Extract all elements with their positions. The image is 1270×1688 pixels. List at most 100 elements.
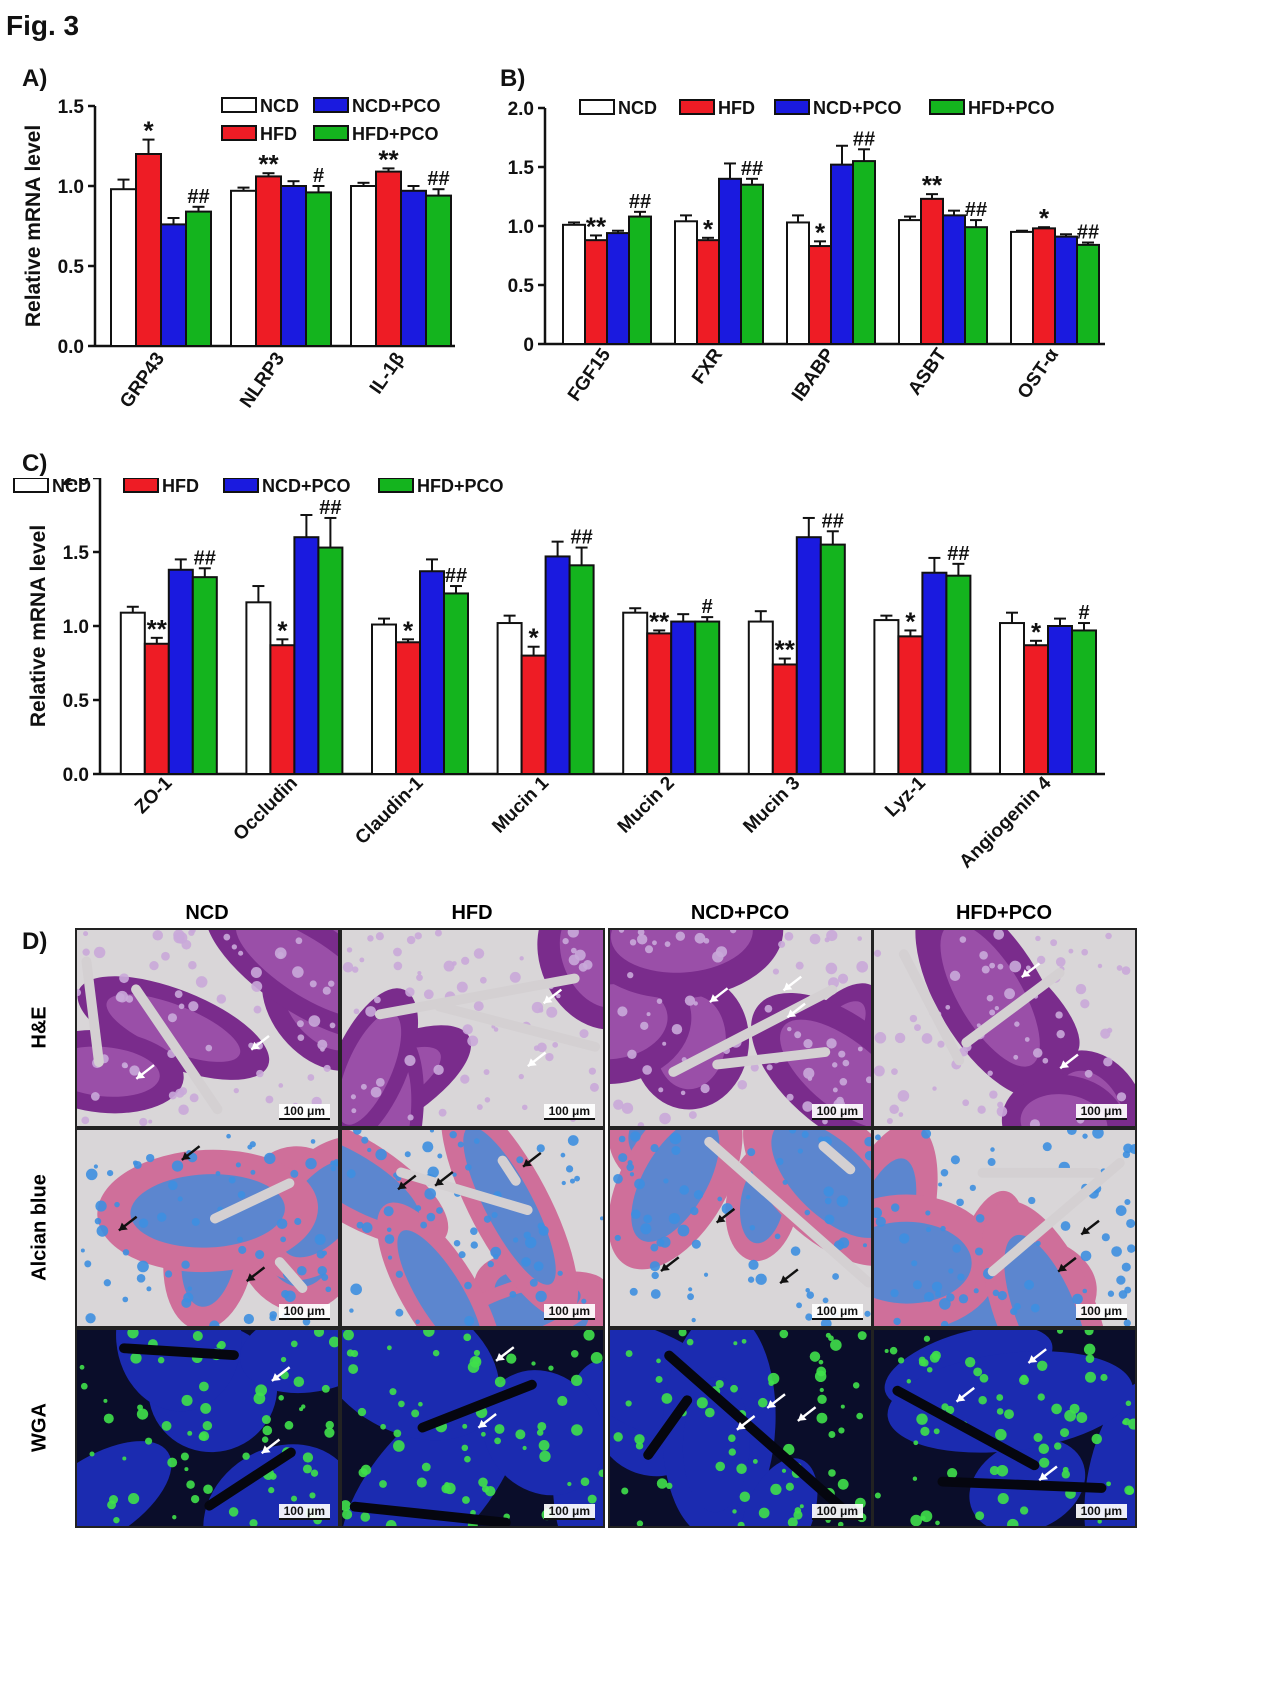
bar-hfd-pco (964, 226, 988, 345)
significance-star: * (1039, 203, 1050, 233)
y-tick-label: 1.0 (58, 177, 84, 198)
legend-swatch (579, 99, 615, 115)
column-header: HFD (451, 902, 493, 924)
bar-hfd-pco (1076, 243, 1100, 346)
row-header: Alcian blue (28, 1174, 51, 1281)
micrograph-image (874, 1130, 1135, 1326)
plot-area: 0.0 0.5 1.0 1.5 Relative mRNA level GRP43 NLRP… (22, 97, 455, 412)
legend-label: NCD+PCO (352, 96, 441, 116)
legend-label: NCD+PCO (262, 478, 351, 496)
scale-bar: 100 μm (543, 1504, 595, 1520)
bar-hfd-pco (852, 160, 876, 345)
legend-swatch (679, 99, 715, 115)
bar-ncd (371, 623, 397, 775)
micrograph-image (610, 1130, 871, 1326)
bar-hfd (1032, 227, 1056, 345)
bar-hfd (143, 642, 170, 775)
significance-hash: # (1078, 602, 1089, 624)
arrow-marker (736, 1415, 756, 1431)
micrograph-alcian: 100 μm (340, 1128, 605, 1328)
x-tick-label: Claudin-1 (351, 772, 427, 848)
panel-label-d: D) (22, 928, 48, 955)
bar-ncd (350, 185, 377, 347)
bar-ncd-pco (795, 536, 822, 776)
bar-hfd (897, 635, 924, 775)
arrow-marker (397, 1174, 417, 1191)
significance-star: * (905, 606, 916, 636)
micrograph-he: 100 μm (75, 928, 340, 1128)
arrow-marker (522, 1151, 542, 1168)
scale-bar: 100 μm (278, 1104, 330, 1120)
significance-star: * (815, 217, 826, 247)
significance-hash: # (313, 165, 324, 187)
micrograph-image (77, 930, 338, 1126)
arrow-marker (1038, 1465, 1058, 1482)
bar-ncd (110, 188, 137, 347)
bar-ncd-pco (280, 185, 307, 347)
y-axis-label: Relative mRNA level (27, 525, 50, 727)
micrograph-he: 100 μm (608, 928, 873, 1128)
significance-star: ** (775, 635, 796, 665)
y-tick-label: 0.0 (63, 765, 89, 786)
bar-hfd-pco (1071, 629, 1097, 775)
arrow-marker (779, 1268, 799, 1285)
scale-bar: 100 μm (811, 1304, 863, 1320)
micrograph-image (610, 1330, 871, 1526)
scale-bar: 100 μm (1075, 1104, 1127, 1120)
x-tick-label: ASBT (904, 345, 951, 400)
significance-hash: ## (445, 565, 467, 587)
arrow-marker (660, 1256, 680, 1273)
significance-hash: ## (427, 168, 449, 190)
y-tick-label: 1.0 (63, 617, 89, 638)
legend-swatch (313, 125, 349, 141)
significance-star: * (529, 623, 540, 653)
bar-ncd (622, 611, 649, 775)
bar-hfd-pco (945, 574, 972, 776)
scale-bar: 100 μm (811, 1104, 863, 1120)
bar-hfd-pco (425, 194, 452, 347)
bar-hfd (375, 170, 402, 347)
bar-ncd-pco (718, 177, 742, 345)
bar-ncd-pco (942, 214, 966, 345)
arrow-marker (434, 1170, 454, 1187)
significance-star: ** (922, 170, 943, 200)
micrograph-image (874, 1330, 1135, 1526)
significance-hash: ## (947, 543, 969, 565)
scale-bar: 100 μm (278, 1504, 330, 1520)
x-tick-label: ZO-1 (131, 772, 177, 818)
x-tick-label: Lyz-1 (881, 772, 930, 821)
micrograph-wga: 100 μm (608, 1328, 873, 1528)
column-header: NCD+PCO (690, 902, 790, 924)
y-axis-label: Relative mRNA level (22, 125, 45, 327)
bar-ncd (562, 223, 586, 346)
bar-ncd (496, 622, 523, 775)
bar-hfd-pco (628, 215, 652, 345)
bar-hfd-pco (568, 564, 595, 775)
legend: NCD HFD NCD+PCO HFD+PCO (13, 478, 504, 496)
bar-hfd-pco (694, 620, 721, 775)
legend: NCD NCD+PCO HFD HFD+PCO (221, 96, 441, 144)
legend: NCD HFD NCD+PCO HFD+PCO (579, 98, 1055, 118)
y-tick-label: 2.0 (508, 99, 534, 120)
significance-hash: ## (319, 497, 341, 519)
chart-panel-c: 0.0 0.5 1.0 1.5 2.0 Relative mRNA level ZO-1 Oc… (13, 478, 1105, 873)
scale-bar: 100 μm (543, 1304, 595, 1320)
significance-hash: ## (187, 186, 209, 208)
legend-swatch (221, 125, 257, 141)
arrow-marker (495, 1346, 515, 1362)
x-tick-label: NLRP3 (236, 349, 289, 412)
significance-hash: ## (194, 547, 216, 569)
legend-swatch (774, 99, 810, 115)
legend-label: HFD (260, 124, 297, 144)
x-tick-label: IL-1β (366, 349, 409, 398)
arrow-marker (527, 1051, 547, 1068)
bar-ncd-pco (544, 555, 571, 775)
legend-label: HFD+PCO (968, 98, 1055, 118)
legend-label: NCD (260, 96, 299, 116)
y-tick-label: 0.5 (63, 691, 90, 712)
legend-swatch (13, 478, 49, 493)
significance-star: * (1031, 617, 1042, 647)
arrow-marker (715, 1207, 736, 1224)
micrograph-grid: NCD HFD NCD+PCO HFD+PCO H&E Alcian blue WGA 100… (0, 902, 1270, 1688)
